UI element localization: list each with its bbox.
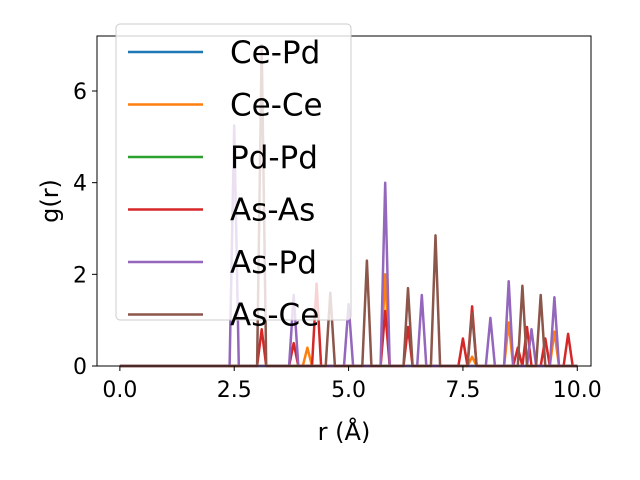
x-axis-ticks: 0.0 2.5 5.0 7.5 10.0 — [102, 366, 602, 403]
x-tick-label: 5.0 — [331, 378, 366, 403]
x-tick-label: 0.0 — [102, 378, 137, 403]
legend: Ce-Pd Ce-Ce Pd-Pd As-As As-Pd As-Ce — [115, 23, 352, 334]
legend-label: Ce-Ce — [230, 88, 323, 124]
legend-label: As-Pd — [230, 245, 317, 281]
legend-label: Pd-Pd — [230, 140, 318, 176]
x-tick-label: 10.0 — [553, 378, 602, 403]
legend-label: As-As — [230, 193, 315, 229]
y-tick-label: 4 — [73, 172, 87, 197]
x-tick-label: 7.5 — [445, 378, 480, 403]
y-axis-ticks: 0 2 4 6 — [73, 80, 97, 380]
y-tick-label: 0 — [73, 355, 87, 380]
y-tick-label: 6 — [73, 80, 87, 105]
y-tick-label: 2 — [73, 263, 87, 288]
x-tick-label: 2.5 — [217, 378, 252, 403]
legend-box — [115, 23, 352, 321]
legend-label: Ce-Pd — [230, 35, 320, 71]
x-axis-label: r (Å) — [318, 417, 371, 446]
legend-label: As-Ce — [230, 298, 319, 334]
y-axis-label: g(r) — [36, 179, 64, 223]
